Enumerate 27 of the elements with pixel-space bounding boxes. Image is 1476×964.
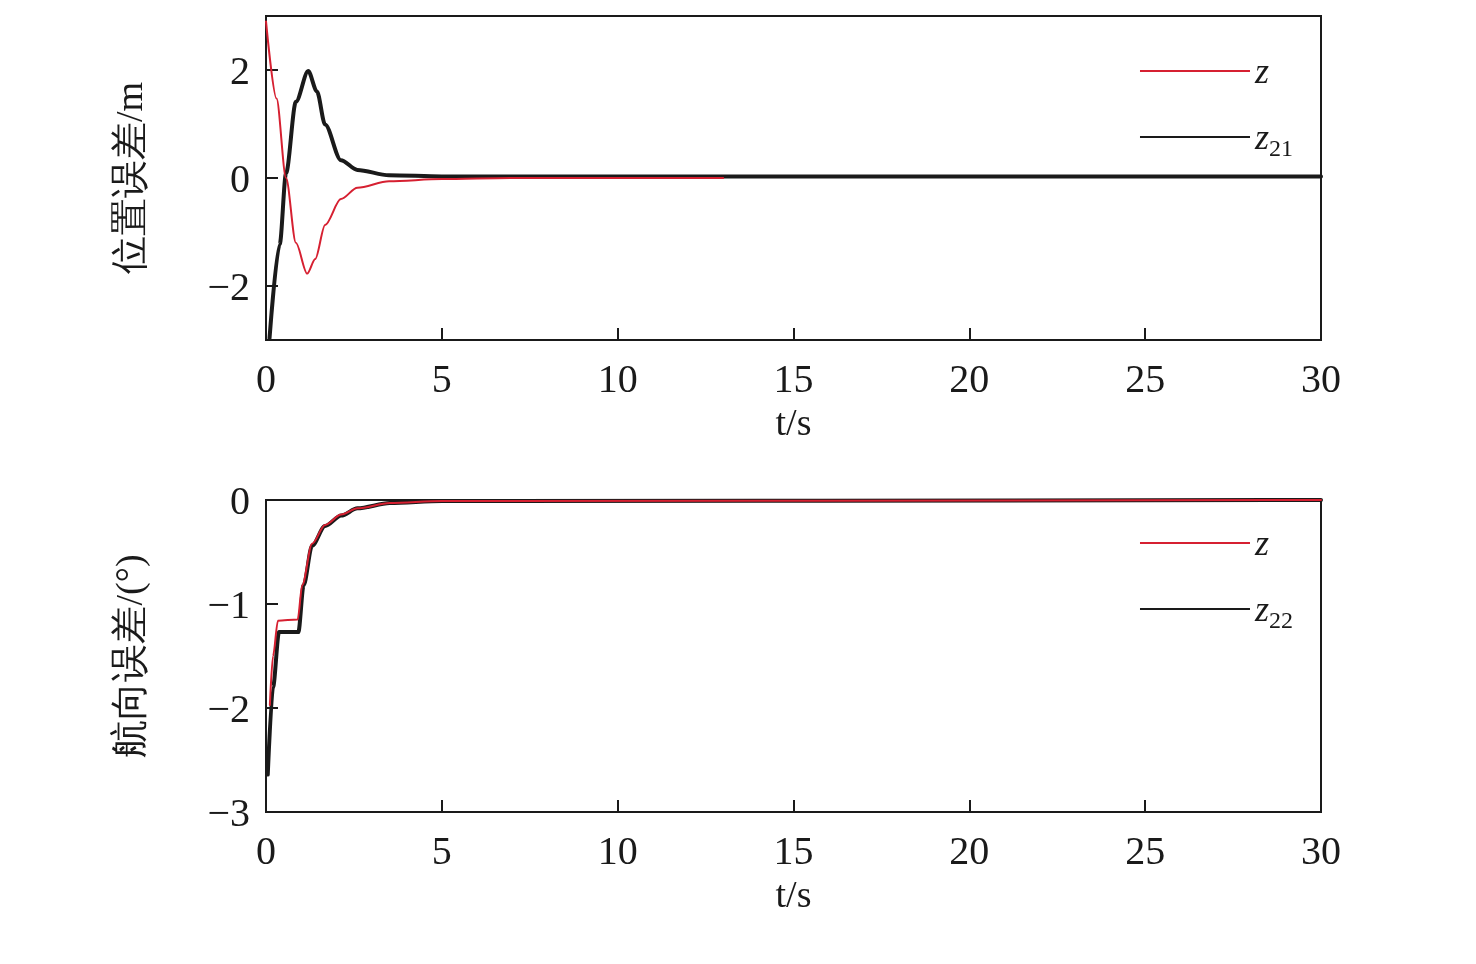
y-tick-label: 0 xyxy=(230,155,250,201)
line-series xyxy=(265,20,725,275)
x-tick-label: 25 xyxy=(1125,827,1166,873)
x-tick-label: 15 xyxy=(773,827,814,873)
y-tick-label: −1 xyxy=(207,581,250,627)
y-tick-label: −3 xyxy=(207,789,250,835)
x-tick-label: 10 xyxy=(597,827,638,873)
x-tick-label: 15 xyxy=(773,355,814,401)
y-tick-label: 2 xyxy=(230,47,250,93)
x-tick-label: 30 xyxy=(1301,355,1341,401)
line-series xyxy=(268,499,1322,706)
y-axis-title: 位置误差/m xyxy=(108,81,150,275)
x-axis-title: t/s xyxy=(775,872,812,915)
x-tick-label: 5 xyxy=(431,827,452,873)
x-tick-label: 25 xyxy=(1125,355,1166,401)
x-tick-label: 5 xyxy=(431,355,452,401)
legend-label: z xyxy=(1253,51,1270,91)
x-axis-title: t/s xyxy=(775,400,812,443)
x-tick-label: 20 xyxy=(949,827,990,873)
y-tick-label: −2 xyxy=(207,685,250,731)
y-tick-label: 0 xyxy=(230,477,250,523)
y-tick-label: −2 xyxy=(207,263,250,309)
x-tick-label: 30 xyxy=(1301,827,1341,873)
y-axis-title: 航向误差/(°) xyxy=(108,554,151,758)
legend-label: z xyxy=(1253,523,1270,563)
x-tick-label: 20 xyxy=(949,355,990,401)
x-tick-label: 10 xyxy=(597,355,638,401)
